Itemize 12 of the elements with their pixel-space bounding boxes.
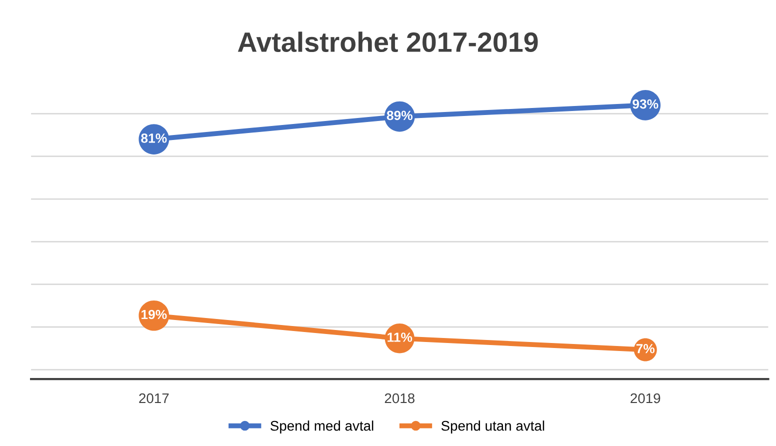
data-label: 19% [142, 310, 167, 320]
x-tick-label: 2018 [384, 393, 414, 404]
chart-title: Avtalstrohet 2017-2019 [238, 32, 538, 52]
legend-label: Spend med avtal [270, 420, 374, 434]
legend-label: Spend utan avtal [441, 420, 544, 434]
data-label: 11% [388, 332, 412, 342]
x-tick-label: 2017 [139, 393, 169, 404]
data-label: 89% [386, 110, 412, 120]
x-tick-label: 2019 [630, 393, 660, 404]
data-label: 7% [636, 344, 655, 354]
data-label: 93% [632, 99, 658, 109]
data-label: 81% [141, 133, 167, 143]
